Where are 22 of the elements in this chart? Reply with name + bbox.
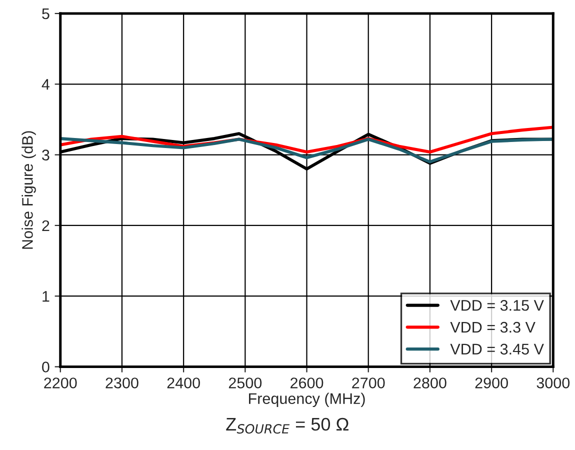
legend-label: VDD = 3.15 V bbox=[450, 300, 544, 311]
x-tick-label: 2600 bbox=[290, 378, 324, 388]
line-series bbox=[60, 137, 554, 164]
x-tick-label: 2800 bbox=[414, 378, 446, 388]
y-axis-title: Noise Figure (dB) bbox=[22, 131, 36, 249]
text: Z$_{SOURCE}$ = 50 Ω bbox=[226, 418, 348, 434]
x-tick-label: 3000 bbox=[536, 378, 570, 388]
x-tick-label: 2300 bbox=[106, 378, 138, 388]
x-tick-label: 2500 bbox=[228, 378, 262, 388]
x-axis-title: Frequency (MHz) bbox=[249, 392, 365, 408]
x-tick-label: 2700 bbox=[352, 378, 385, 388]
x-tick-label: 2900 bbox=[475, 378, 508, 388]
legend-label: VDD = 3.3 V bbox=[450, 322, 536, 333]
y-tick-label: 1 bbox=[42, 291, 50, 302]
y-tick-label: 4 bbox=[42, 79, 50, 90]
y-tick-label: 0 bbox=[42, 362, 50, 372]
x-tick-label: 2200 bbox=[44, 378, 77, 388]
y-tick-label: 2 bbox=[42, 220, 50, 231]
y-tick-label: 5 bbox=[42, 8, 50, 20]
x-tick-label: 2400 bbox=[167, 378, 200, 388]
legend-label: VDD = 3.45 V bbox=[450, 344, 544, 355]
y-tick-label: 3 bbox=[42, 150, 50, 160]
